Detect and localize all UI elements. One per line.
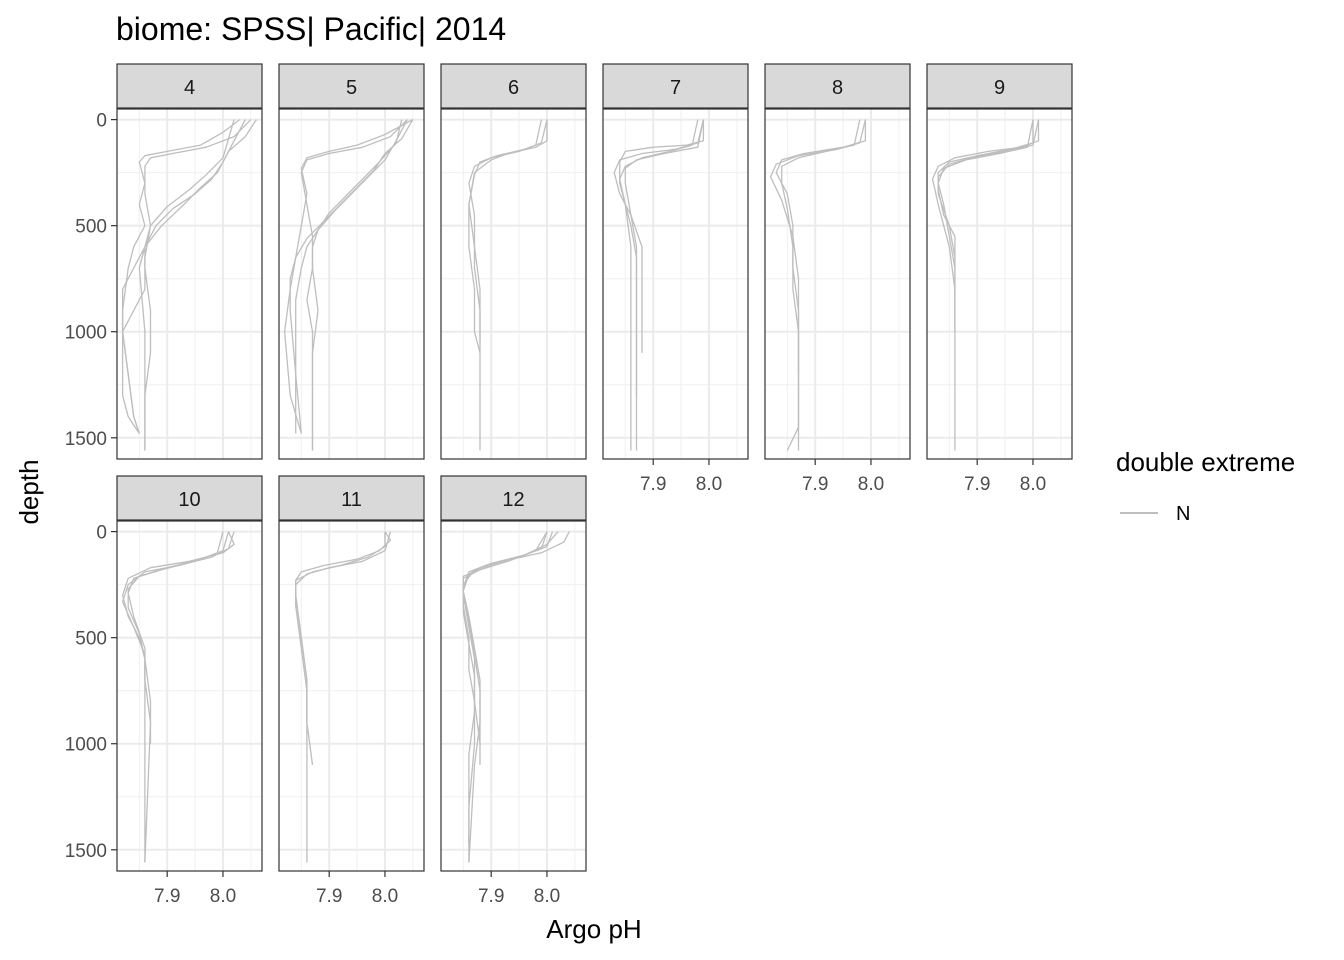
legend-label: N — [1176, 503, 1190, 525]
profile-line-3 — [289, 119, 414, 434]
profile-line-3 — [781, 119, 861, 375]
legend: double extreme N — [1116, 447, 1295, 525]
profile-line-2 — [295, 531, 386, 765]
x-tick-label: 7.9 — [154, 886, 180, 907]
facet-panel-5: 5 — [278, 63, 425, 460]
x-tick-label: 8.0 — [1020, 474, 1046, 495]
panel-border — [764, 108, 911, 460]
x-tick-label: 7.9 — [802, 474, 828, 495]
panel-border — [278, 108, 425, 460]
profile-line-3 — [462, 531, 554, 863]
y-tick-label: 0 — [96, 111, 107, 132]
y-axis-title: depth — [14, 459, 44, 524]
y-tick-label: 1500 — [65, 429, 107, 450]
profile-line-4 — [127, 531, 224, 681]
chart-title: biome: SPSS| Pacific| 2014 — [116, 11, 506, 47]
facet-strip-label: 10 — [178, 489, 200, 511]
facet-strip — [764, 63, 911, 109]
facet-panel-6: 6 — [440, 63, 587, 460]
facet-panel-4: 4 0 500 1000 1500 — [65, 63, 263, 460]
facet-strip — [926, 63, 1073, 109]
y-tick-label: 1000 — [65, 323, 107, 344]
x-axis-title: Argo pH — [546, 914, 641, 944]
profile-line-1 — [619, 119, 705, 451]
profile-line-3 — [295, 531, 392, 723]
panel-border — [602, 108, 749, 460]
facet-panel-12: 12 7.9 8.0 — [440, 475, 587, 907]
x-tick-label: 8.0 — [858, 474, 884, 495]
panel-border — [440, 520, 587, 872]
facet-strip — [440, 475, 587, 521]
facet-strip — [602, 63, 749, 109]
legend-title: double extreme — [1116, 447, 1295, 477]
panel-border — [116, 108, 263, 460]
profile-line-5 — [144, 119, 235, 451]
profile-line-1 — [931, 119, 1040, 451]
profile-line-1 — [775, 119, 867, 451]
profile-line-1 — [283, 119, 414, 434]
profile-line-2 — [769, 119, 867, 451]
facet-strip-label: 6 — [508, 77, 519, 99]
facet-strip-label: 11 — [341, 489, 362, 511]
profile-line-4 — [937, 119, 1034, 269]
facet-strip — [278, 475, 425, 521]
profile-line-4 — [462, 531, 548, 765]
profile-line-4 — [138, 119, 246, 451]
profile-line-5 — [462, 531, 548, 744]
x-tick-label: 8.0 — [534, 886, 560, 907]
profile-line-1 — [468, 119, 548, 451]
facet-panel-10: 10 0 500 1000 1500 7.9 8.0 — [65, 475, 263, 907]
profile-line-3 — [619, 119, 699, 396]
facet-panels: 4 0 500 1000 1500 5 6 7 7.9 8.0 8 7.9 8.0 9 7.9 8.0 10 0 5… — [65, 63, 1073, 907]
facet-strip-label: 9 — [994, 77, 1005, 99]
x-tick-label: 7.9 — [964, 474, 990, 495]
profile-line-2 — [613, 119, 705, 451]
x-tick-label: 7.9 — [640, 474, 666, 495]
profile-line-4 — [624, 119, 705, 353]
x-tick-label: 8.0 — [372, 886, 398, 907]
y-tick-label: 500 — [75, 217, 107, 238]
panel-border — [926, 108, 1073, 460]
profile-line-2 — [462, 531, 559, 863]
x-tick-label: 8.0 — [696, 474, 722, 495]
y-tick-label: 1500 — [65, 841, 107, 862]
facet-strip-label: 8 — [832, 77, 843, 99]
profile-line-2 — [121, 119, 252, 434]
profile-line-1 — [121, 531, 235, 863]
x-tick-label: 7.9 — [316, 886, 342, 907]
y-tick-label: 500 — [75, 629, 107, 650]
profile-line-2 — [300, 119, 408, 451]
x-tick-label: 8.0 — [210, 886, 236, 907]
facet-strip — [440, 63, 587, 109]
profile-line-3 — [121, 119, 257, 434]
facet-panel-8: 8 7.9 8.0 — [764, 63, 911, 495]
profile-line-2 — [121, 531, 235, 863]
facet-strip-label: 12 — [502, 489, 524, 511]
y-tick-label: 1000 — [65, 735, 107, 756]
y-tick-label: 0 — [96, 523, 107, 544]
profile-line-4 — [295, 119, 408, 434]
panel-border — [278, 520, 425, 872]
profile-line-5 — [311, 119, 403, 451]
facet-panel-9: 9 7.9 8.0 — [926, 63, 1073, 495]
profile-line-1 — [295, 531, 392, 863]
facet-strip-label: 4 — [184, 77, 195, 99]
facet-strip — [116, 63, 263, 109]
facet-panel-7: 7 7.9 8.0 — [602, 63, 749, 495]
facet-strip-label: 5 — [346, 77, 357, 99]
profile-line-3 — [937, 119, 1040, 290]
facet-strip-label: 7 — [670, 77, 681, 99]
x-tick-label: 7.9 — [478, 886, 504, 907]
facet-strip — [278, 63, 425, 109]
profile-line-1 — [121, 119, 241, 434]
panel-border — [440, 108, 587, 460]
panel-border — [116, 520, 263, 872]
facet-strip — [116, 475, 263, 521]
profile-line-3 — [468, 119, 543, 343]
facet-panel-11: 11 7.9 8.0 — [278, 475, 425, 907]
